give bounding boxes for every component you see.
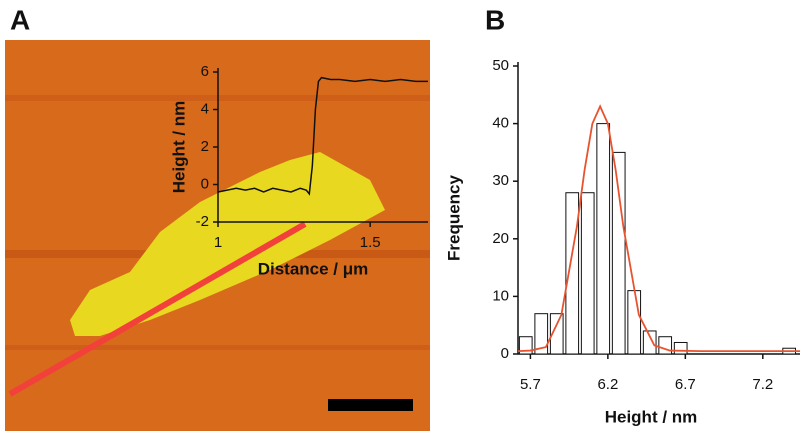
bar — [673, 341, 688, 355]
flake — [70, 152, 385, 336]
y-tick-label: 2 — [201, 138, 209, 155]
panel-label: B — [485, 4, 505, 35]
line — [217, 76, 428, 196]
x-tick-label: 6.7 — [675, 376, 696, 393]
bar — [549, 313, 564, 355]
bar — [627, 290, 642, 355]
afm-stripe — [5, 345, 430, 350]
bar — [534, 313, 549, 355]
y-tick-label: 0 — [501, 345, 509, 362]
profile-line — [8, 221, 307, 397]
x-axis-label: Height / nm — [605, 407, 698, 426]
y-tick-label: 30 — [492, 172, 509, 189]
x-axis-label: Distance / μm — [258, 259, 369, 278]
bar — [642, 330, 657, 355]
y-axis-label: Frequency — [444, 174, 463, 261]
y-tick-label: 50 — [492, 57, 509, 74]
x-tick-label: 6.2 — [597, 376, 618, 393]
bar — [596, 123, 611, 355]
y-tick-label: 0 — [201, 175, 209, 192]
bar — [611, 151, 626, 355]
x-tick-label: 5.7 — [520, 376, 541, 393]
scale-bar — [328, 399, 413, 411]
y-axis-label: Height / nm — [169, 101, 188, 194]
y-tick-label: 10 — [492, 287, 509, 304]
y-tick-label: -2 — [196, 213, 209, 230]
x-tick-label: 1 — [214, 234, 222, 251]
panel-label: A — [10, 4, 30, 35]
bar — [518, 336, 533, 355]
y-tick-label: 20 — [492, 230, 509, 247]
y-tick-label: 4 — [201, 100, 209, 117]
bar — [580, 192, 595, 355]
x-tick-label: 1.5 — [360, 234, 381, 251]
y-tick-label: 6 — [201, 63, 209, 80]
x-tick-label: 7.2 — [752, 376, 773, 393]
line — [517, 104, 800, 353]
y-tick-label: 40 — [492, 115, 509, 132]
